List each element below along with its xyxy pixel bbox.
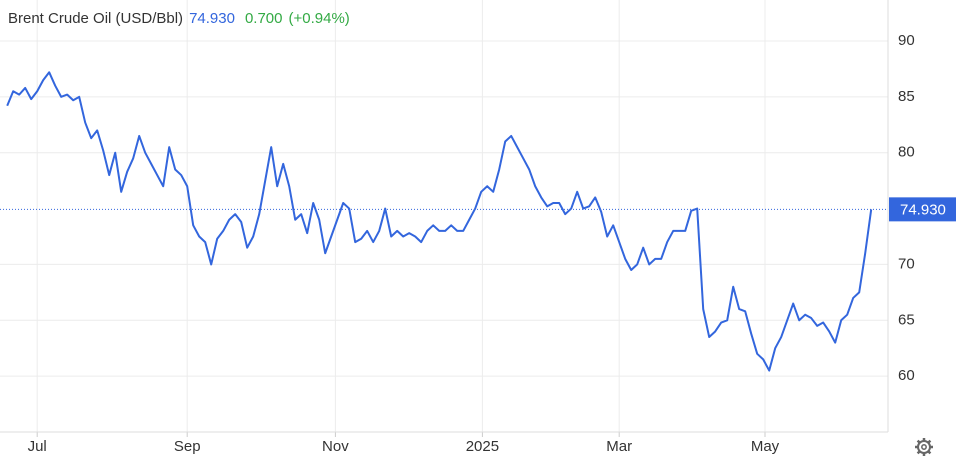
y-tick-label: 60	[898, 367, 915, 384]
y-tick-label: 65	[898, 311, 915, 328]
y-tick-label: 85	[898, 88, 915, 105]
x-tick-label: Jul	[28, 438, 47, 455]
y-tick-label: 70	[898, 255, 915, 272]
grid	[0, 0, 888, 432]
y-tick-label: 80	[898, 144, 915, 161]
change-pct: (+0.94%)	[289, 10, 350, 27]
last-price-box	[889, 197, 956, 222]
x-tick-label: May	[751, 438, 780, 455]
last-price: 74.930	[189, 10, 235, 27]
last-price-label: 74.930	[900, 201, 946, 218]
change: 0.700	[245, 10, 283, 27]
y-tick-label: 90	[898, 32, 915, 49]
settings-icon[interactable]	[915, 438, 933, 456]
gear-hub[interactable]	[921, 444, 927, 450]
x-tick-label: 2025	[466, 438, 499, 455]
x-tick-label: Mar	[606, 438, 632, 455]
chart-header: Brent Crude Oil (USD/Bbl) 74.930 0.700 (+0.…	[8, 10, 350, 27]
price-line	[6, 71, 873, 372]
x-tick-label: Sep	[174, 438, 201, 455]
gear-teeth[interactable]	[915, 438, 933, 456]
chart-title: Brent Crude Oil (USD/Bbl)	[8, 10, 183, 27]
x-tick-label: Nov	[322, 438, 349, 455]
